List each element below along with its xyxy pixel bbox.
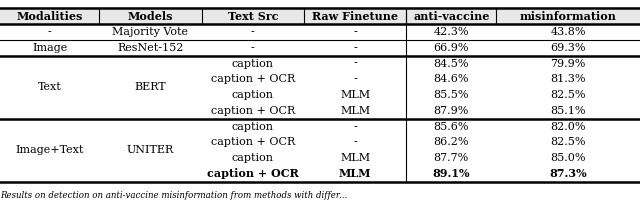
Text: -: - [353,74,357,84]
Text: 42.3%: 42.3% [433,27,469,37]
Text: caption + OCR: caption + OCR [211,137,295,147]
Text: Models: Models [127,11,173,22]
Text: UNITER: UNITER [127,145,174,155]
Text: Text: Text [38,82,61,92]
Text: -: - [251,43,255,53]
Text: MLM: MLM [339,168,371,180]
Text: BERT: BERT [134,82,166,92]
Text: 89.1%: 89.1% [433,168,470,180]
Text: 82.5%: 82.5% [550,137,586,147]
Text: -: - [353,43,357,53]
Text: caption: caption [232,90,274,100]
Text: 84.6%: 84.6% [433,74,469,84]
Text: -: - [353,59,357,69]
Text: -: - [251,27,255,37]
Text: anti-vaccine: anti-vaccine [413,11,490,22]
Text: -: - [48,27,51,37]
Text: 66.9%: 66.9% [433,43,469,53]
Text: Raw Finetune: Raw Finetune [312,11,398,22]
Text: Results on detection on anti-vaccine misinformation from methods with differ...: Results on detection on anti-vaccine mis… [0,191,348,200]
Bar [0,8,640,24]
Text: Majority Vote: Majority Vote [113,27,188,37]
Text: 87.9%: 87.9% [433,106,469,116]
Text: MLM: MLM [340,106,371,116]
Text: 82.5%: 82.5% [550,90,586,100]
Text: -: - [353,27,357,37]
Text: -: - [353,137,357,147]
Text: 43.8%: 43.8% [550,27,586,37]
Text: 87.3%: 87.3% [549,168,587,180]
Text: 85.5%: 85.5% [433,90,469,100]
Text: Modalities: Modalities [17,11,83,22]
Text: ResNet-152: ResNet-152 [117,43,184,53]
Text: MLM: MLM [340,153,371,163]
Text: caption + OCR: caption + OCR [211,74,295,84]
Text: 82.0%: 82.0% [550,122,586,132]
Text: 79.9%: 79.9% [550,59,586,69]
Text: MLM: MLM [340,90,371,100]
Text: caption: caption [232,122,274,132]
Text: 81.3%: 81.3% [550,74,586,84]
Text: caption + OCR: caption + OCR [211,106,295,116]
Text: 85.1%: 85.1% [550,106,586,116]
Text: misinformation: misinformation [520,11,616,22]
Text: 87.7%: 87.7% [433,153,469,163]
Text: 84.5%: 84.5% [433,59,469,69]
Text: 85.0%: 85.0% [550,153,586,163]
Text: Image+Text: Image+Text [15,145,84,155]
Text: Text Src: Text Src [228,11,278,22]
Text: Image: Image [32,43,67,53]
Text: caption: caption [232,153,274,163]
Text: caption: caption [232,59,274,69]
Text: 85.6%: 85.6% [433,122,469,132]
Text: caption + OCR: caption + OCR [207,168,299,180]
Text: 69.3%: 69.3% [550,43,586,53]
Text: 86.2%: 86.2% [433,137,469,147]
Text: -: - [353,122,357,132]
